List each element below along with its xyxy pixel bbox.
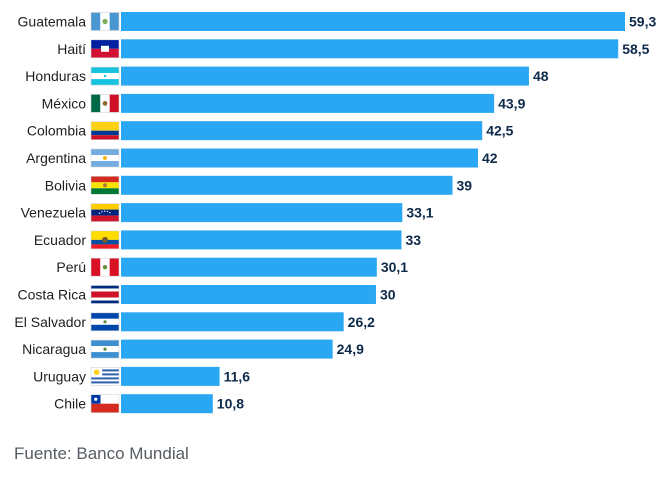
bar-row-bolivia: Bolivia 39: [45, 175, 472, 195]
country-label-bolivia: Bolivia: [45, 177, 86, 193]
flag-peru-icon: [90, 257, 120, 277]
bar-row-ecuador: Ecuador 33: [34, 230, 421, 250]
bar-colombia: [121, 121, 483, 141]
bar-uruguay: [121, 366, 220, 386]
value-label-honduras: 48: [533, 68, 549, 84]
flag-argentina-icon: [90, 148, 120, 168]
country-label-costa-rica: Costa Rica: [18, 287, 87, 303]
bar-haiti: [121, 39, 619, 59]
value-label-colombia: 42,5: [486, 123, 513, 139]
bar-row-argentina: Argentina 42: [26, 148, 498, 168]
flag-costa-rica-icon: [90, 285, 120, 304]
value-label-nicaragua: 24,9: [337, 341, 364, 357]
flag-haiti-icon: [90, 39, 120, 59]
country-label-chile: Chile: [54, 396, 86, 412]
country-label-haiti: Haití: [57, 41, 86, 57]
flag-chile-icon: [90, 394, 120, 414]
country-label-venezuela: Venezuela: [21, 205, 87, 221]
bar-row-venezuela: Venezuela 33,1: [21, 203, 434, 223]
country-label-guatemala: Guatemala: [18, 14, 87, 30]
bar-ecuador: [121, 230, 402, 250]
value-label-peru: 30,1: [381, 259, 408, 275]
value-label-costa-rica: 30: [380, 287, 396, 303]
bar-row-nicaragua: Nicaragua 24,9: [22, 339, 364, 359]
flag-el-salvador-icon: [90, 312, 120, 332]
source-note: Fuente: Banco Mundial: [14, 444, 189, 463]
flag-guatemala-icon: [90, 12, 120, 31]
bar-guatemala: [121, 12, 625, 31]
bar-peru: [121, 257, 377, 277]
bar-row-costa-rica: Costa Rica 30: [18, 285, 396, 304]
value-label-ecuador: 33: [405, 232, 421, 248]
country-label-peru: Perú: [56, 259, 86, 275]
country-label-el-salvador: El Salvador: [14, 314, 86, 330]
country-label-ecuador: Ecuador: [34, 232, 86, 248]
country-label-colombia: Colombia: [27, 123, 86, 139]
flag-ecuador-icon: [90, 230, 120, 250]
bar-row-colombia: Colombia 42,5: [27, 121, 514, 141]
value-label-haiti: 58,5: [622, 41, 649, 57]
bar-honduras: [121, 66, 529, 86]
bar-venezuela: [121, 203, 403, 223]
flag-venezuela-icon: [90, 203, 120, 222]
flag-nicaragua-icon: [90, 339, 120, 359]
flag-colombia-icon: [90, 121, 120, 140]
bar-row-peru: Perú 30,1: [56, 257, 408, 277]
country-label-argentina: Argentina: [26, 150, 86, 166]
bar-mexico: [121, 93, 495, 113]
flag-uruguay-icon: [90, 367, 120, 386]
value-label-chile: 10,8: [217, 396, 244, 412]
bar-row-mexico: México 43,9: [42, 93, 526, 113]
value-label-argentina: 42: [482, 150, 498, 166]
flag-mexico-icon: [90, 94, 120, 113]
bar-row-haiti: Haití 58,5: [57, 39, 650, 59]
bar-chile: [121, 394, 213, 414]
flag-bolivia-icon: [90, 176, 120, 195]
value-label-bolivia: 39: [456, 177, 472, 193]
country-label-nicaragua: Nicaragua: [22, 341, 86, 357]
bar-el-salvador: [121, 312, 344, 332]
bar-row-guatemala: Guatemala 59,3: [18, 12, 656, 31]
flag-honduras-icon: [90, 66, 120, 86]
value-label-el-salvador: 26,2: [348, 314, 375, 330]
bar-row-chile: Chile 10,8: [54, 394, 244, 414]
bar-row-el-salvador: El Salvador 26,2: [14, 312, 375, 332]
country-label-uruguay: Uruguay: [33, 368, 86, 384]
value-label-uruguay: 11,6: [224, 368, 251, 384]
bar-costa-rica: [121, 285, 376, 304]
bar-nicaragua: [121, 339, 333, 359]
value-label-venezuela: 33,1: [406, 205, 433, 221]
value-label-guatemala: 59,3: [629, 14, 656, 30]
bar-row-uruguay: Uruguay 11,6: [33, 366, 251, 386]
country-label-mexico: México: [42, 95, 87, 111]
value-label-mexico: 43,9: [498, 95, 525, 111]
bar-row-honduras: Honduras 48: [25, 66, 549, 86]
bar-bolivia: [121, 175, 453, 195]
country-label-honduras: Honduras: [25, 68, 86, 84]
bar-argentina: [121, 148, 478, 168]
